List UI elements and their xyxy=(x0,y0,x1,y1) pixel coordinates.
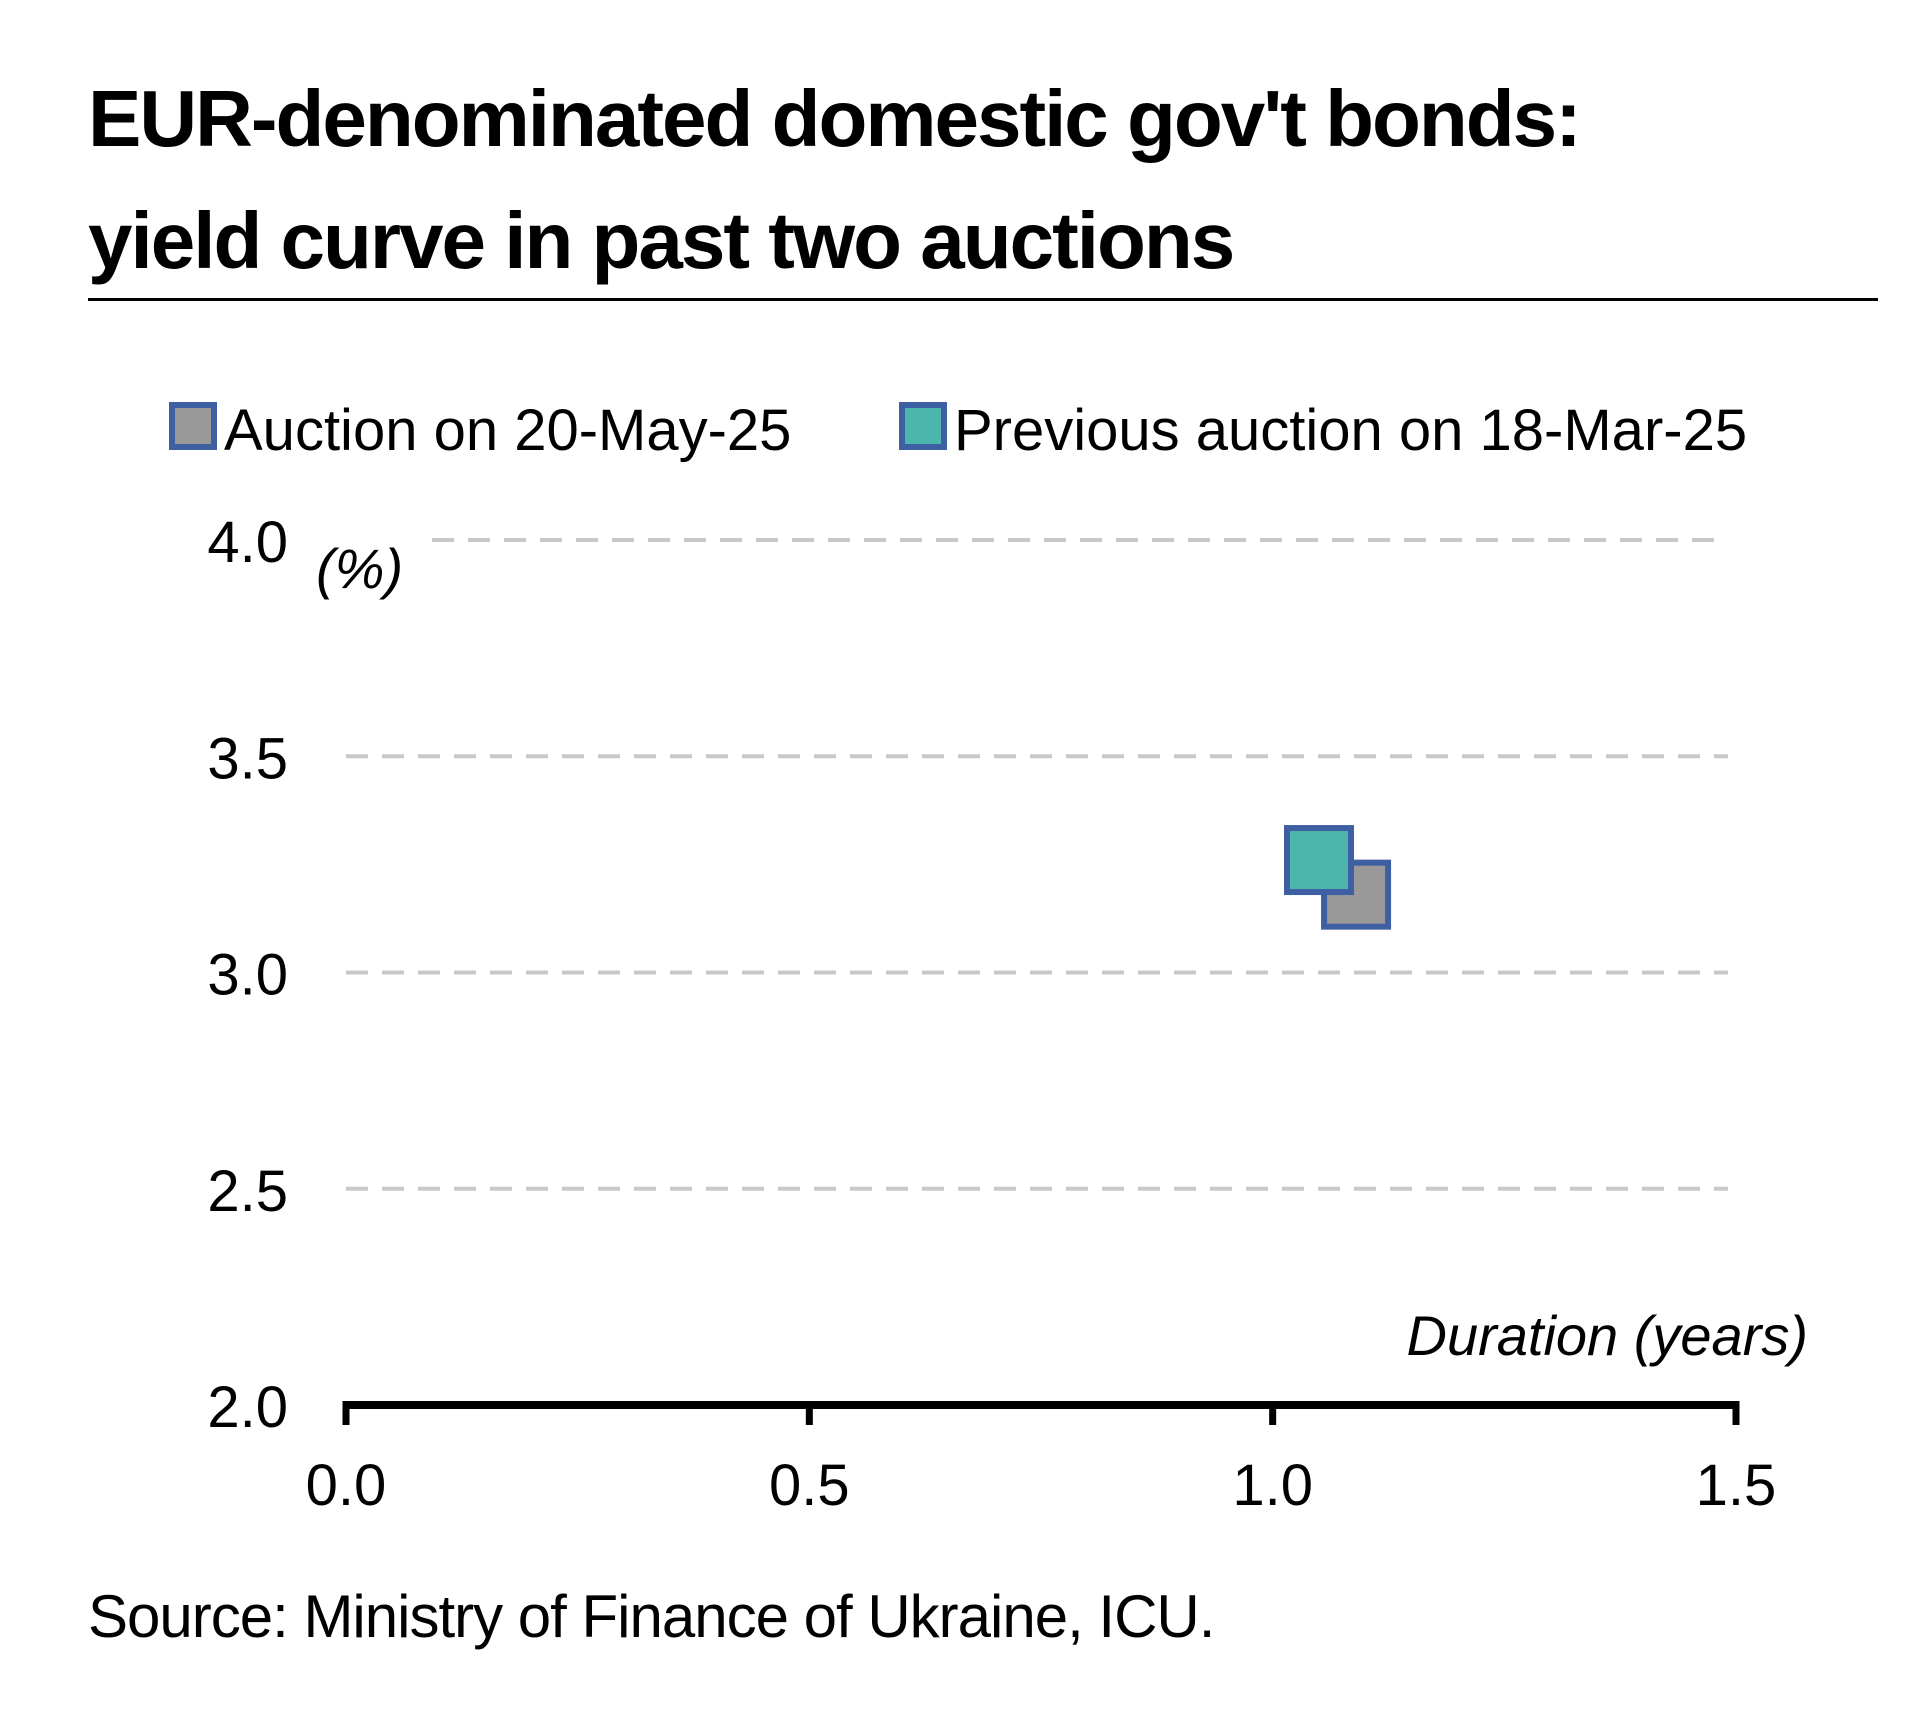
y-tick-label: 3.0 xyxy=(207,943,288,1008)
chart-title-line-1: EUR-denominated domestic gov't bonds: xyxy=(88,74,1582,163)
y-tick-label: 3.5 xyxy=(207,726,288,791)
y-tick-label: 4.0 xyxy=(207,510,288,575)
y-tick-label: 2.0 xyxy=(207,1375,288,1440)
legend-swatch xyxy=(899,402,947,450)
x-tick-label: 1.5 xyxy=(1696,1453,1777,1518)
title-divider xyxy=(88,298,1878,301)
x-tick-label: 0.5 xyxy=(769,1453,850,1518)
x-axis-label: Duration (years) xyxy=(1407,1304,1808,1367)
x-tick-label: 0.0 xyxy=(306,1453,387,1518)
y-tick-label: 2.5 xyxy=(207,1159,288,1224)
legend-label: Previous auction on 18-Mar-25 xyxy=(954,398,1747,463)
legend-label: Auction on 20-May-25 xyxy=(224,398,791,463)
y-axis-label: (%) xyxy=(316,537,403,600)
source-note: Source: Ministry of Finance of Ukraine, … xyxy=(88,1583,1215,1650)
chart-title-line-2: yield curve in past two auctions xyxy=(88,196,1235,285)
data-point xyxy=(1284,825,1354,896)
legend-swatch xyxy=(169,402,217,450)
chart-title: EUR-denominated domestic gov't bonds: yi… xyxy=(88,58,1888,302)
x-tick-label: 1.0 xyxy=(1232,1453,1313,1518)
